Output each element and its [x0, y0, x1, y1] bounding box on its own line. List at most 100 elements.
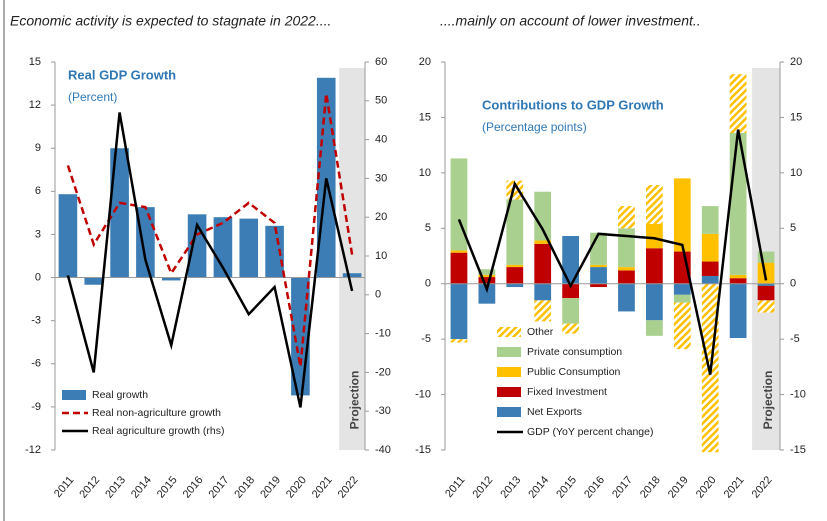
bar-segment: [450, 250, 468, 253]
bar-segment: [729, 283, 747, 339]
y2-tick-label: -40: [375, 444, 391, 456]
bar-segment: [562, 283, 579, 299]
y-tick-label: 0: [35, 271, 41, 283]
y-tick-label: 9: [35, 142, 41, 154]
y2-tick-label: -20: [375, 366, 391, 378]
bar-segment: [450, 339, 468, 343]
x-tick-label: 2015: [155, 474, 180, 500]
x-tick-label: 2017: [610, 474, 635, 500]
bar-segment: [506, 267, 524, 284]
bar-segment: [673, 178, 691, 252]
legend-swatch: [62, 390, 86, 400]
bar-segment: [673, 294, 691, 303]
bar: [239, 218, 259, 278]
y2-tick-label: 15: [790, 111, 802, 123]
y-tick-label: 15: [419, 111, 431, 123]
bar-segment: [534, 300, 552, 322]
bar-segment: [701, 261, 719, 276]
bar-segment: [729, 278, 747, 284]
y2-tick-label: 40: [375, 134, 387, 146]
y-tick-label: 6: [35, 185, 41, 197]
plot-title: Real GDP Growth: [68, 67, 176, 82]
bar-segment: [673, 283, 691, 295]
x-tick-label: 2011: [443, 474, 467, 500]
bar-segment: [646, 248, 663, 284]
bar-segment: [757, 251, 775, 263]
bar-segment: [646, 223, 663, 249]
legend-label: Fixed Investment: [527, 386, 607, 398]
bar: [58, 194, 78, 278]
x-tick-label: 2022: [750, 474, 775, 500]
legend-swatch: [497, 347, 521, 357]
plot-subtitle: (Percent): [68, 90, 117, 104]
y2-tick-label: 10: [790, 167, 802, 179]
legend-label: Other: [527, 326, 554, 338]
bar: [161, 277, 181, 281]
bar-segment: [618, 206, 635, 229]
bar-segment: [757, 262, 775, 284]
bar-segment: [590, 283, 607, 288]
projection-label: Projection: [761, 371, 775, 430]
y2-tick-label: -30: [375, 405, 391, 417]
legend-label: Net Exports: [527, 406, 582, 418]
x-tick-label: 2016: [582, 474, 607, 500]
y2-tick-label: 10: [375, 250, 387, 262]
bar-segment: [729, 274, 747, 279]
bar-segment: [590, 232, 607, 265]
x-tick-label: 2022: [336, 474, 361, 500]
bar-segment: [757, 283, 775, 286]
x-tick-label: 2021: [310, 474, 335, 500]
y2-tick-label: 20: [375, 211, 387, 223]
bar: [213, 217, 233, 278]
y2-tick-label: 20: [790, 56, 802, 68]
bar: [136, 207, 155, 278]
bar-segment: [701, 275, 719, 284]
projection-label: Projection: [347, 371, 361, 430]
y-tick-label: -12: [25, 444, 41, 456]
bar-segment: [506, 264, 524, 268]
y-tick-label: -15: [415, 444, 431, 456]
x-tick-label: 2019: [666, 474, 691, 500]
y-tick-label: 0: [425, 278, 431, 290]
bar-segment: [590, 264, 607, 268]
legend-swatch: [497, 367, 521, 377]
panel-title: ....mainly on account of lower investmen…: [440, 13, 701, 29]
bar-segment: [618, 267, 635, 271]
line: [66, 93, 354, 367]
y-tick-label: -5: [421, 333, 431, 345]
y-tick-label: -9: [31, 401, 41, 413]
bar-segment: [478, 269, 496, 275]
bar-segment: [506, 199, 524, 265]
x-tick-label: 2015: [554, 474, 579, 500]
bar-segment: [646, 283, 663, 321]
plot-title: Contributions to GDP Growth: [482, 97, 664, 112]
bar-segment: [562, 298, 579, 324]
y-tick-label: 10: [419, 167, 431, 179]
bar-segment: [478, 283, 496, 304]
x-tick-label: 2020: [284, 474, 309, 500]
bar-segment: [757, 285, 775, 301]
bar-segment: [478, 274, 496, 278]
bar-segment: [646, 320, 663, 336]
bar-segment: [534, 283, 552, 301]
bar-segment: [618, 283, 635, 312]
y-tick-label: -3: [31, 315, 41, 327]
bar: [316, 77, 336, 278]
x-tick-label: 2018: [232, 474, 257, 500]
x-tick-label: 2016: [181, 474, 206, 500]
y2-tick-label: -5: [790, 333, 800, 345]
bar: [110, 148, 129, 278]
panel-title: Economic activity is expected to stagnat…: [10, 13, 331, 29]
x-tick-label: 2014: [526, 474, 551, 500]
x-tick-label: 2013: [103, 474, 128, 500]
x-tick-label: 2019: [258, 474, 283, 500]
plot-subtitle: (Percentage points): [482, 120, 587, 134]
bar-segment: [701, 206, 719, 234]
y2-tick-label: 50: [375, 95, 387, 107]
y-tick-label: 5: [425, 222, 431, 234]
y2-tick-label: 5: [790, 222, 796, 234]
bar-segment: [450, 283, 468, 340]
bar-segment: [590, 267, 607, 284]
bar-segment: [534, 243, 552, 284]
